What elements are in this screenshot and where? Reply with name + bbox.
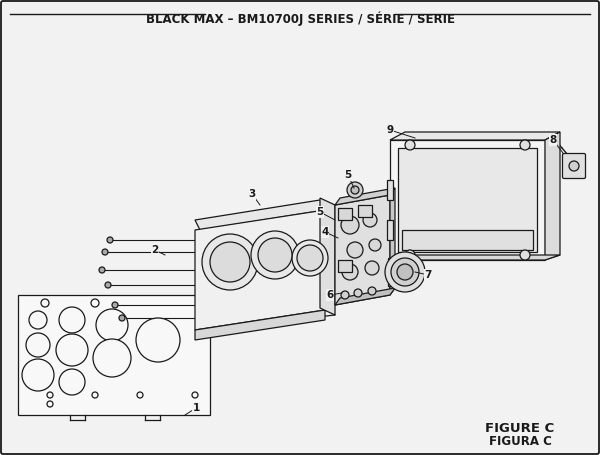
Circle shape (341, 291, 349, 299)
Circle shape (99, 267, 105, 273)
Circle shape (292, 240, 328, 276)
Text: FIGURE C: FIGURE C (485, 422, 554, 435)
Polygon shape (320, 198, 335, 315)
Polygon shape (390, 255, 560, 260)
Circle shape (137, 392, 143, 398)
Text: 9: 9 (386, 125, 394, 135)
Circle shape (520, 250, 530, 260)
Circle shape (102, 249, 108, 255)
Circle shape (112, 302, 118, 308)
Bar (388, 258, 396, 286)
Circle shape (258, 238, 292, 272)
Circle shape (91, 299, 99, 307)
Polygon shape (195, 200, 325, 230)
Polygon shape (18, 295, 210, 415)
Text: 6: 6 (326, 290, 334, 300)
Text: 8: 8 (550, 135, 557, 145)
Circle shape (56, 334, 88, 366)
Circle shape (385, 252, 425, 292)
Circle shape (105, 282, 111, 288)
Circle shape (92, 392, 98, 398)
Circle shape (26, 333, 50, 357)
Bar (338, 260, 352, 272)
Polygon shape (545, 132, 560, 260)
Circle shape (202, 234, 258, 290)
Circle shape (119, 315, 125, 321)
Bar (387, 220, 393, 240)
Circle shape (107, 237, 113, 243)
Circle shape (391, 258, 419, 286)
Circle shape (405, 250, 415, 260)
Text: 5: 5 (344, 170, 352, 180)
Text: 5: 5 (316, 207, 323, 217)
Bar (390, 140, 545, 260)
Text: FIGURA C: FIGURA C (488, 435, 551, 448)
Bar (387, 180, 393, 200)
Circle shape (136, 318, 180, 362)
Polygon shape (335, 195, 390, 305)
Bar (358, 205, 372, 217)
Circle shape (365, 261, 379, 275)
Circle shape (405, 140, 415, 150)
Circle shape (41, 299, 49, 307)
Circle shape (354, 289, 362, 297)
Polygon shape (390, 188, 395, 295)
Circle shape (96, 309, 128, 341)
Circle shape (22, 359, 54, 391)
Circle shape (369, 239, 381, 251)
Text: 7: 7 (424, 270, 431, 280)
Text: 3: 3 (248, 189, 256, 199)
Polygon shape (335, 288, 395, 305)
Circle shape (251, 231, 299, 279)
Circle shape (569, 161, 579, 171)
Polygon shape (195, 310, 325, 340)
Circle shape (210, 242, 250, 282)
Circle shape (341, 216, 359, 234)
Circle shape (47, 401, 53, 407)
Circle shape (397, 264, 413, 280)
Circle shape (47, 392, 53, 398)
Circle shape (29, 311, 47, 329)
Text: 4: 4 (322, 227, 329, 237)
FancyBboxPatch shape (563, 153, 586, 178)
Circle shape (342, 264, 358, 280)
Circle shape (192, 392, 198, 398)
Polygon shape (335, 188, 395, 205)
Circle shape (351, 186, 359, 194)
Circle shape (93, 339, 131, 377)
Circle shape (347, 242, 363, 258)
Circle shape (297, 245, 323, 271)
Circle shape (59, 307, 85, 333)
Bar (338, 208, 352, 220)
Circle shape (368, 287, 376, 295)
Polygon shape (390, 132, 560, 140)
Text: 1: 1 (193, 403, 200, 413)
Circle shape (347, 182, 363, 198)
Circle shape (520, 140, 530, 150)
Text: 2: 2 (151, 245, 158, 255)
Circle shape (59, 369, 85, 395)
Bar (402, 230, 533, 250)
Polygon shape (195, 210, 325, 330)
Text: BLACK MAX – BM10700J SERIES / SÉRIE / SERIE: BLACK MAX – BM10700J SERIES / SÉRIE / SE… (146, 11, 455, 25)
Bar (398, 148, 537, 252)
Circle shape (363, 213, 377, 227)
